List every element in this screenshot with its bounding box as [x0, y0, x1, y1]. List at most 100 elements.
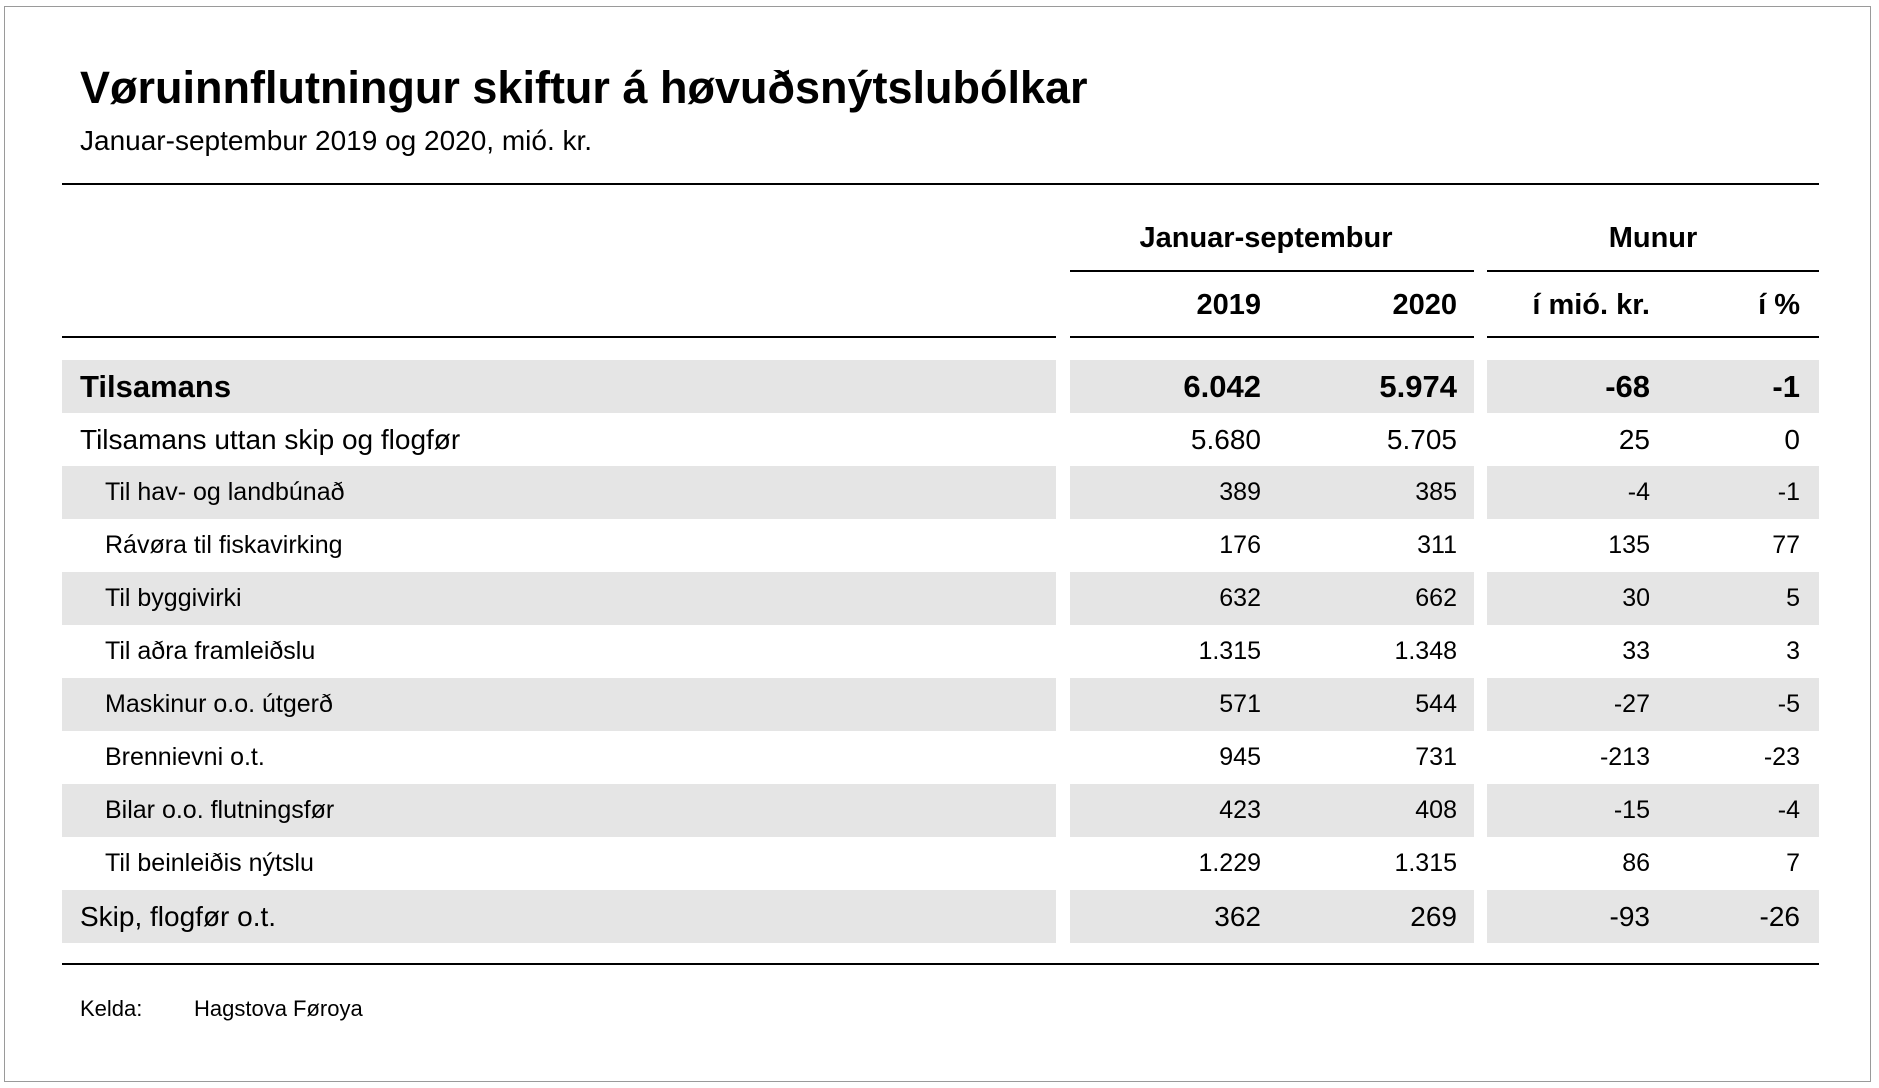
band-period-2 [1070, 466, 1474, 519]
row-label: Til byggivirki [105, 584, 242, 612]
value-diff-pct: 5 [1786, 584, 1800, 612]
value-diff-amount: -68 [1605, 369, 1650, 404]
row-label: Tilsamans [80, 369, 232, 404]
value-diff-pct: 7 [1786, 849, 1800, 877]
value-diff-pct: -26 [1759, 901, 1800, 932]
header-diff-group: Munur [1608, 222, 1698, 254]
source-value: Hagstova Føroya [194, 996, 363, 1021]
band-diff-6 [1487, 678, 1819, 731]
header-col-2019: 2019 [1196, 289, 1261, 321]
value-2019: 632 [1219, 584, 1261, 612]
table-row: Maskinur o.o. útgerð 571 544 -27 -5 [0, 678, 1879, 731]
value-2019: 945 [1219, 743, 1261, 771]
diff-group-rule [1487, 270, 1819, 272]
source-label: Kelda: [80, 996, 143, 1021]
row-label: Til hav- og landbúnað [105, 478, 345, 506]
value-diff-amount: -213 [1599, 743, 1650, 771]
band-period-8 [1070, 784, 1474, 837]
band-period-4 [1070, 572, 1474, 625]
band-label-6 [62, 678, 1056, 731]
value-diff-pct: -23 [1763, 743, 1800, 771]
table-row-total: Tilsamans 6.042 5.974 -68 -1 [0, 360, 1879, 413]
value-diff-pct: -5 [1777, 690, 1800, 718]
band-period-6 [1070, 678, 1474, 731]
table-row: Til hav- og landbúnað 389 385 -4 -1 [0, 466, 1879, 519]
value-diff-amount: 30 [1622, 584, 1650, 612]
value-2019: 5.680 [1190, 424, 1261, 455]
table-row-ships: Skip, flogfør o.t. 362 269 -93 -26 [0, 890, 1879, 943]
value-2020: 662 [1415, 584, 1457, 612]
value-2020: 544 [1415, 690, 1457, 718]
value-2020: 1.315 [1394, 849, 1457, 877]
value-diff-pct: -4 [1777, 796, 1800, 824]
header-rule-period [1070, 336, 1474, 338]
bottom-rule [62, 963, 1819, 965]
value-2020: 1.348 [1394, 637, 1457, 665]
value-2020: 311 [1417, 531, 1457, 559]
table-row: Til beinleiðis nýtslu 1.229 1.315 86 7 [0, 837, 1879, 890]
table-row: Rávøra til fiskavirking 176 311 135 77 [0, 519, 1879, 572]
band-diff-2 [1487, 466, 1819, 519]
band-diff-10 [1487, 890, 1819, 943]
header-col-2020: 2020 [1392, 289, 1457, 321]
band-label-8 [62, 784, 1056, 837]
table-row: Bilar o.o. flutningsfør 423 408 -15 -4 [0, 784, 1879, 837]
value-2019: 389 [1219, 478, 1261, 506]
header-rule-diff [1487, 336, 1819, 338]
table-row: Til aðra framleiðslu 1.315 1.348 33 3 [0, 625, 1879, 678]
table-row: Til byggivirki 632 662 30 5 [0, 572, 1879, 625]
band-label-10 [62, 890, 1056, 943]
value-2019: 362 [1214, 901, 1261, 932]
value-diff-amount: 33 [1622, 637, 1650, 665]
top-rule [62, 183, 1819, 185]
value-diff-amount: -27 [1613, 690, 1650, 718]
value-diff-pct: -1 [1777, 478, 1800, 506]
figure-frame [4, 6, 1871, 1082]
value-diff-pct: 0 [1784, 424, 1800, 455]
row-label: Til beinleiðis nýtslu [105, 849, 314, 877]
row-label: Bilar o.o. flutningsfør [105, 796, 335, 824]
header-period-group: Januar-septembur [1139, 222, 1393, 254]
value-2020: 385 [1415, 478, 1457, 506]
value-diff-amount: 86 [1622, 849, 1650, 877]
value-2020: 269 [1410, 901, 1457, 932]
table-title: Vøruinnflutningur skiftur á høvuðsnýtslu… [80, 62, 1088, 113]
row-label: Tilsamans uttan skip og flogfør [80, 424, 461, 455]
header-rule-label [62, 336, 1056, 338]
value-diff-amount: 25 [1618, 424, 1650, 455]
value-diff-pct: 3 [1786, 637, 1800, 665]
value-diff-pct: -1 [1772, 369, 1800, 404]
table-row-subtotal: Tilsamans uttan skip og flogfør 5.680 5.… [0, 413, 1879, 466]
band-label-2 [62, 466, 1056, 519]
band-diff-0 [1487, 360, 1819, 413]
value-2019: 571 [1219, 690, 1261, 718]
band-label-0 [62, 360, 1056, 413]
value-diff-pct: 77 [1772, 531, 1800, 559]
value-diff-amount: -93 [1609, 901, 1650, 932]
value-2020: 5.974 [1379, 369, 1457, 404]
value-diff-amount: -4 [1627, 478, 1650, 506]
band-label-4 [62, 572, 1056, 625]
value-2020: 731 [1415, 743, 1457, 771]
band-diff-4 [1487, 572, 1819, 625]
table-subtitle: Januar-septembur 2019 og 2020, mió. kr. [80, 125, 593, 156]
row-label: Brennievni o.t. [105, 743, 265, 771]
value-2020: 5.705 [1386, 424, 1457, 455]
header-col-diff-pct: í % [1758, 289, 1800, 321]
value-2019: 423 [1219, 796, 1261, 824]
value-2019: 1.315 [1198, 637, 1261, 665]
row-label: Til aðra framleiðslu [105, 637, 316, 665]
band-period-0 [1070, 360, 1474, 413]
value-2019: 1.229 [1198, 849, 1261, 877]
value-2019: 176 [1219, 531, 1261, 559]
row-label: Rávøra til fiskavirking [105, 531, 343, 559]
value-diff-amount: 135 [1608, 531, 1650, 559]
value-2020: 408 [1415, 796, 1457, 824]
header-col-diff-amount: í mió. kr. [1532, 289, 1650, 321]
row-label: Maskinur o.o. útgerð [105, 690, 333, 718]
value-2019: 6.042 [1183, 369, 1261, 404]
row-label: Skip, flogfør o.t. [80, 901, 277, 932]
band-period-10 [1070, 890, 1474, 943]
table-row: Brennievni o.t. 945 731 -213 -23 [0, 731, 1879, 784]
value-diff-amount: -15 [1613, 796, 1650, 824]
